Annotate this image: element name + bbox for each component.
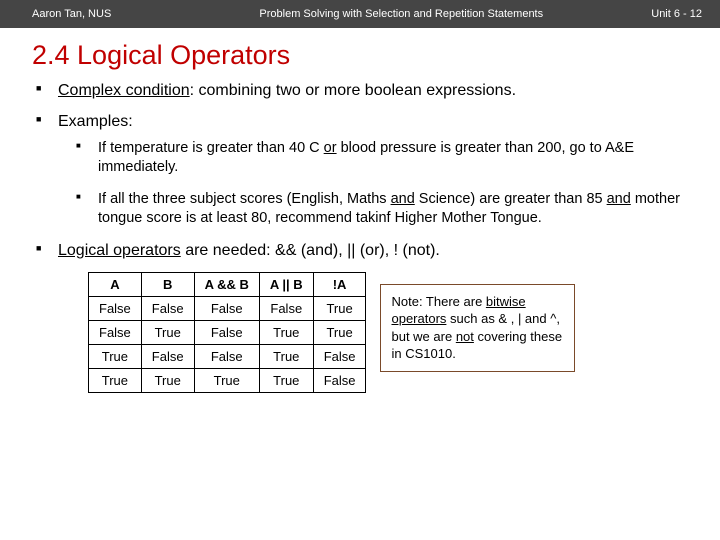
header-title: Problem Solving with Selection and Repet…	[111, 8, 651, 20]
slide-content: Complex condition: combining two or more…	[0, 81, 720, 393]
table-header: !A	[313, 272, 366, 296]
text-underline: and	[391, 191, 415, 207]
table-cell: True	[259, 344, 313, 368]
table-row: True False False True False	[89, 344, 366, 368]
bullet-complex-condition: Complex condition: combining two or more…	[36, 81, 692, 102]
table-header-row: A B A && B A || B !A	[89, 272, 366, 296]
bullet-list: Complex condition: combining two or more…	[28, 81, 692, 262]
table-cell: False	[259, 296, 313, 320]
text: If all the three subject scores (English…	[98, 191, 391, 207]
table-header: A && B	[194, 272, 259, 296]
table-cell: True	[313, 320, 366, 344]
bullet-logical-ops: Logical operators are needed: && (and), …	[36, 241, 692, 262]
table-cell: False	[194, 296, 259, 320]
table-cell: True	[313, 296, 366, 320]
sub-bullet-temperature: If temperature is greater than 40 C or b…	[76, 139, 692, 178]
table-cell: True	[89, 368, 142, 392]
text-underline: and	[607, 191, 631, 207]
text-underline: not	[456, 329, 474, 344]
table-row: True True True True False	[89, 368, 366, 392]
slide-title: 2.4 Logical Operators	[0, 28, 720, 81]
text: Examples:	[58, 113, 133, 130]
table-cell: False	[141, 296, 194, 320]
header-author: Aaron Tan, NUS	[32, 8, 111, 20]
text: Note: There are	[391, 294, 485, 309]
header-page: Unit 6 - 12	[651, 8, 702, 20]
table-header: A || B	[259, 272, 313, 296]
table-cell: True	[259, 320, 313, 344]
table-cell: False	[89, 296, 142, 320]
table-cell: False	[141, 344, 194, 368]
table-cell: False	[89, 320, 142, 344]
table-cell: True	[141, 368, 194, 392]
table-cell: False	[194, 344, 259, 368]
table-cell: True	[259, 368, 313, 392]
text-underline: or	[324, 140, 337, 156]
text: Science) are greater than 85	[415, 191, 607, 207]
text: : combining two or more boolean expressi…	[190, 82, 516, 99]
table-cell: True	[89, 344, 142, 368]
text-underline: Complex condition	[58, 82, 190, 99]
sub-bullet-scores: If all the three subject scores (English…	[76, 190, 692, 229]
text-underline: Logical operators	[58, 242, 181, 259]
truth-table: A B A && B A || B !A False False False F…	[88, 272, 366, 393]
text: are needed: && (and), || (or), ! (not).	[181, 242, 440, 259]
table-cell: True	[194, 368, 259, 392]
table-cell: True	[141, 320, 194, 344]
sub-bullet-list: If temperature is greater than 40 C or b…	[58, 139, 692, 229]
table-cell: False	[313, 368, 366, 392]
table-row: False True False True True	[89, 320, 366, 344]
text: If temperature is greater than 40 C	[98, 140, 324, 156]
table-header: A	[89, 272, 142, 296]
table-header: B	[141, 272, 194, 296]
note-box: Note: There are bitwise operators such a…	[380, 284, 575, 372]
bullet-examples: Examples: If temperature is greater than…	[36, 112, 692, 229]
table-cell: False	[194, 320, 259, 344]
slide-header: Aaron Tan, NUS Problem Solving with Sele…	[0, 0, 720, 28]
table-cell: False	[313, 344, 366, 368]
bottom-row: A B A && B A || B !A False False False F…	[28, 272, 692, 393]
table-row: False False False False True	[89, 296, 366, 320]
